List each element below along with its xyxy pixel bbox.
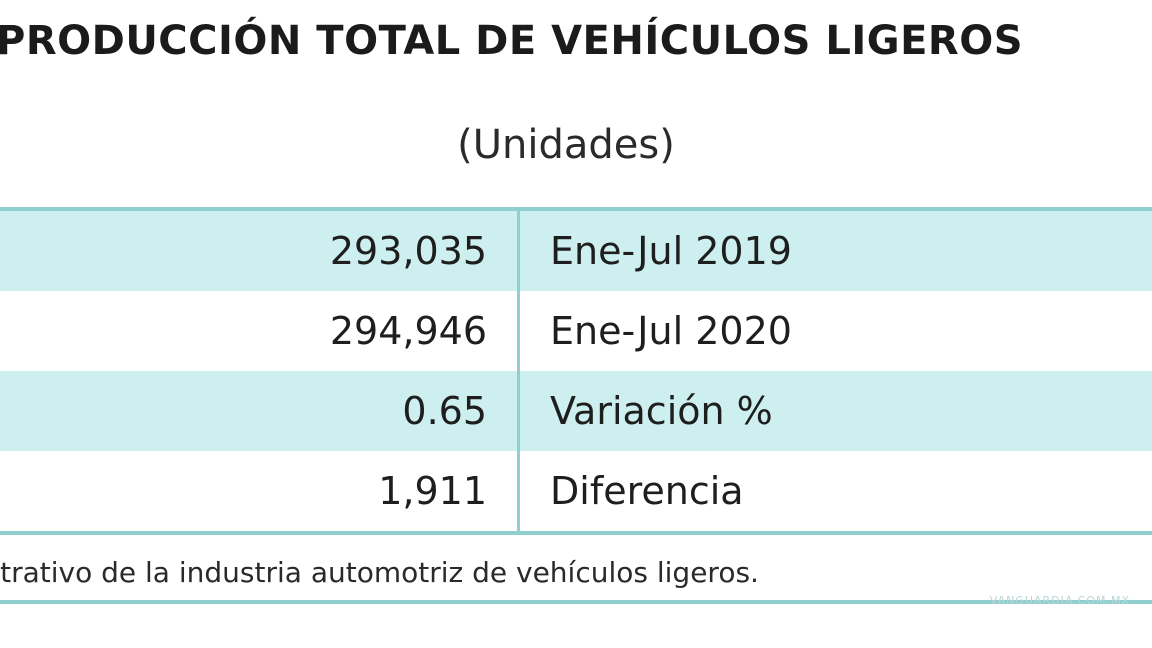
row-label: Variación % — [550, 389, 773, 433]
source-note: nistrativo de la industria automotriz de… — [0, 546, 1152, 604]
table-row: 293,035 Ene-Jul 2019 — [0, 211, 1152, 291]
row-value: 0.65 — [402, 389, 487, 433]
row-label: Diferencia — [550, 469, 744, 513]
column-divider — [517, 291, 520, 371]
table-row: 294,946 Ene-Jul 2020 — [0, 291, 1152, 371]
watermark: VANGUARDIA.COM.MX — [989, 594, 1130, 607]
table-row: 1,911 Diferencia — [0, 451, 1152, 531]
production-table: 293,035 Ene-Jul 2019 294,946 Ene-Jul 202… — [0, 207, 1152, 535]
row-label: Ene-Jul 2020 — [550, 309, 792, 353]
table-row: 0.65 Variación % — [0, 371, 1152, 451]
column-divider — [517, 371, 520, 451]
row-value: 1,911 — [378, 469, 487, 513]
column-divider — [517, 211, 520, 291]
row-label: Ene-Jul 2019 — [550, 229, 792, 273]
row-value: 293,035 — [329, 229, 487, 273]
row-value: 294,946 — [329, 309, 487, 353]
column-divider — [517, 451, 520, 531]
table-subtitle: (Unidades) — [457, 122, 675, 168]
table-title: PRODUCCIÓN TOTAL DE VEHÍCULOS LIGEROS — [0, 18, 1024, 64]
